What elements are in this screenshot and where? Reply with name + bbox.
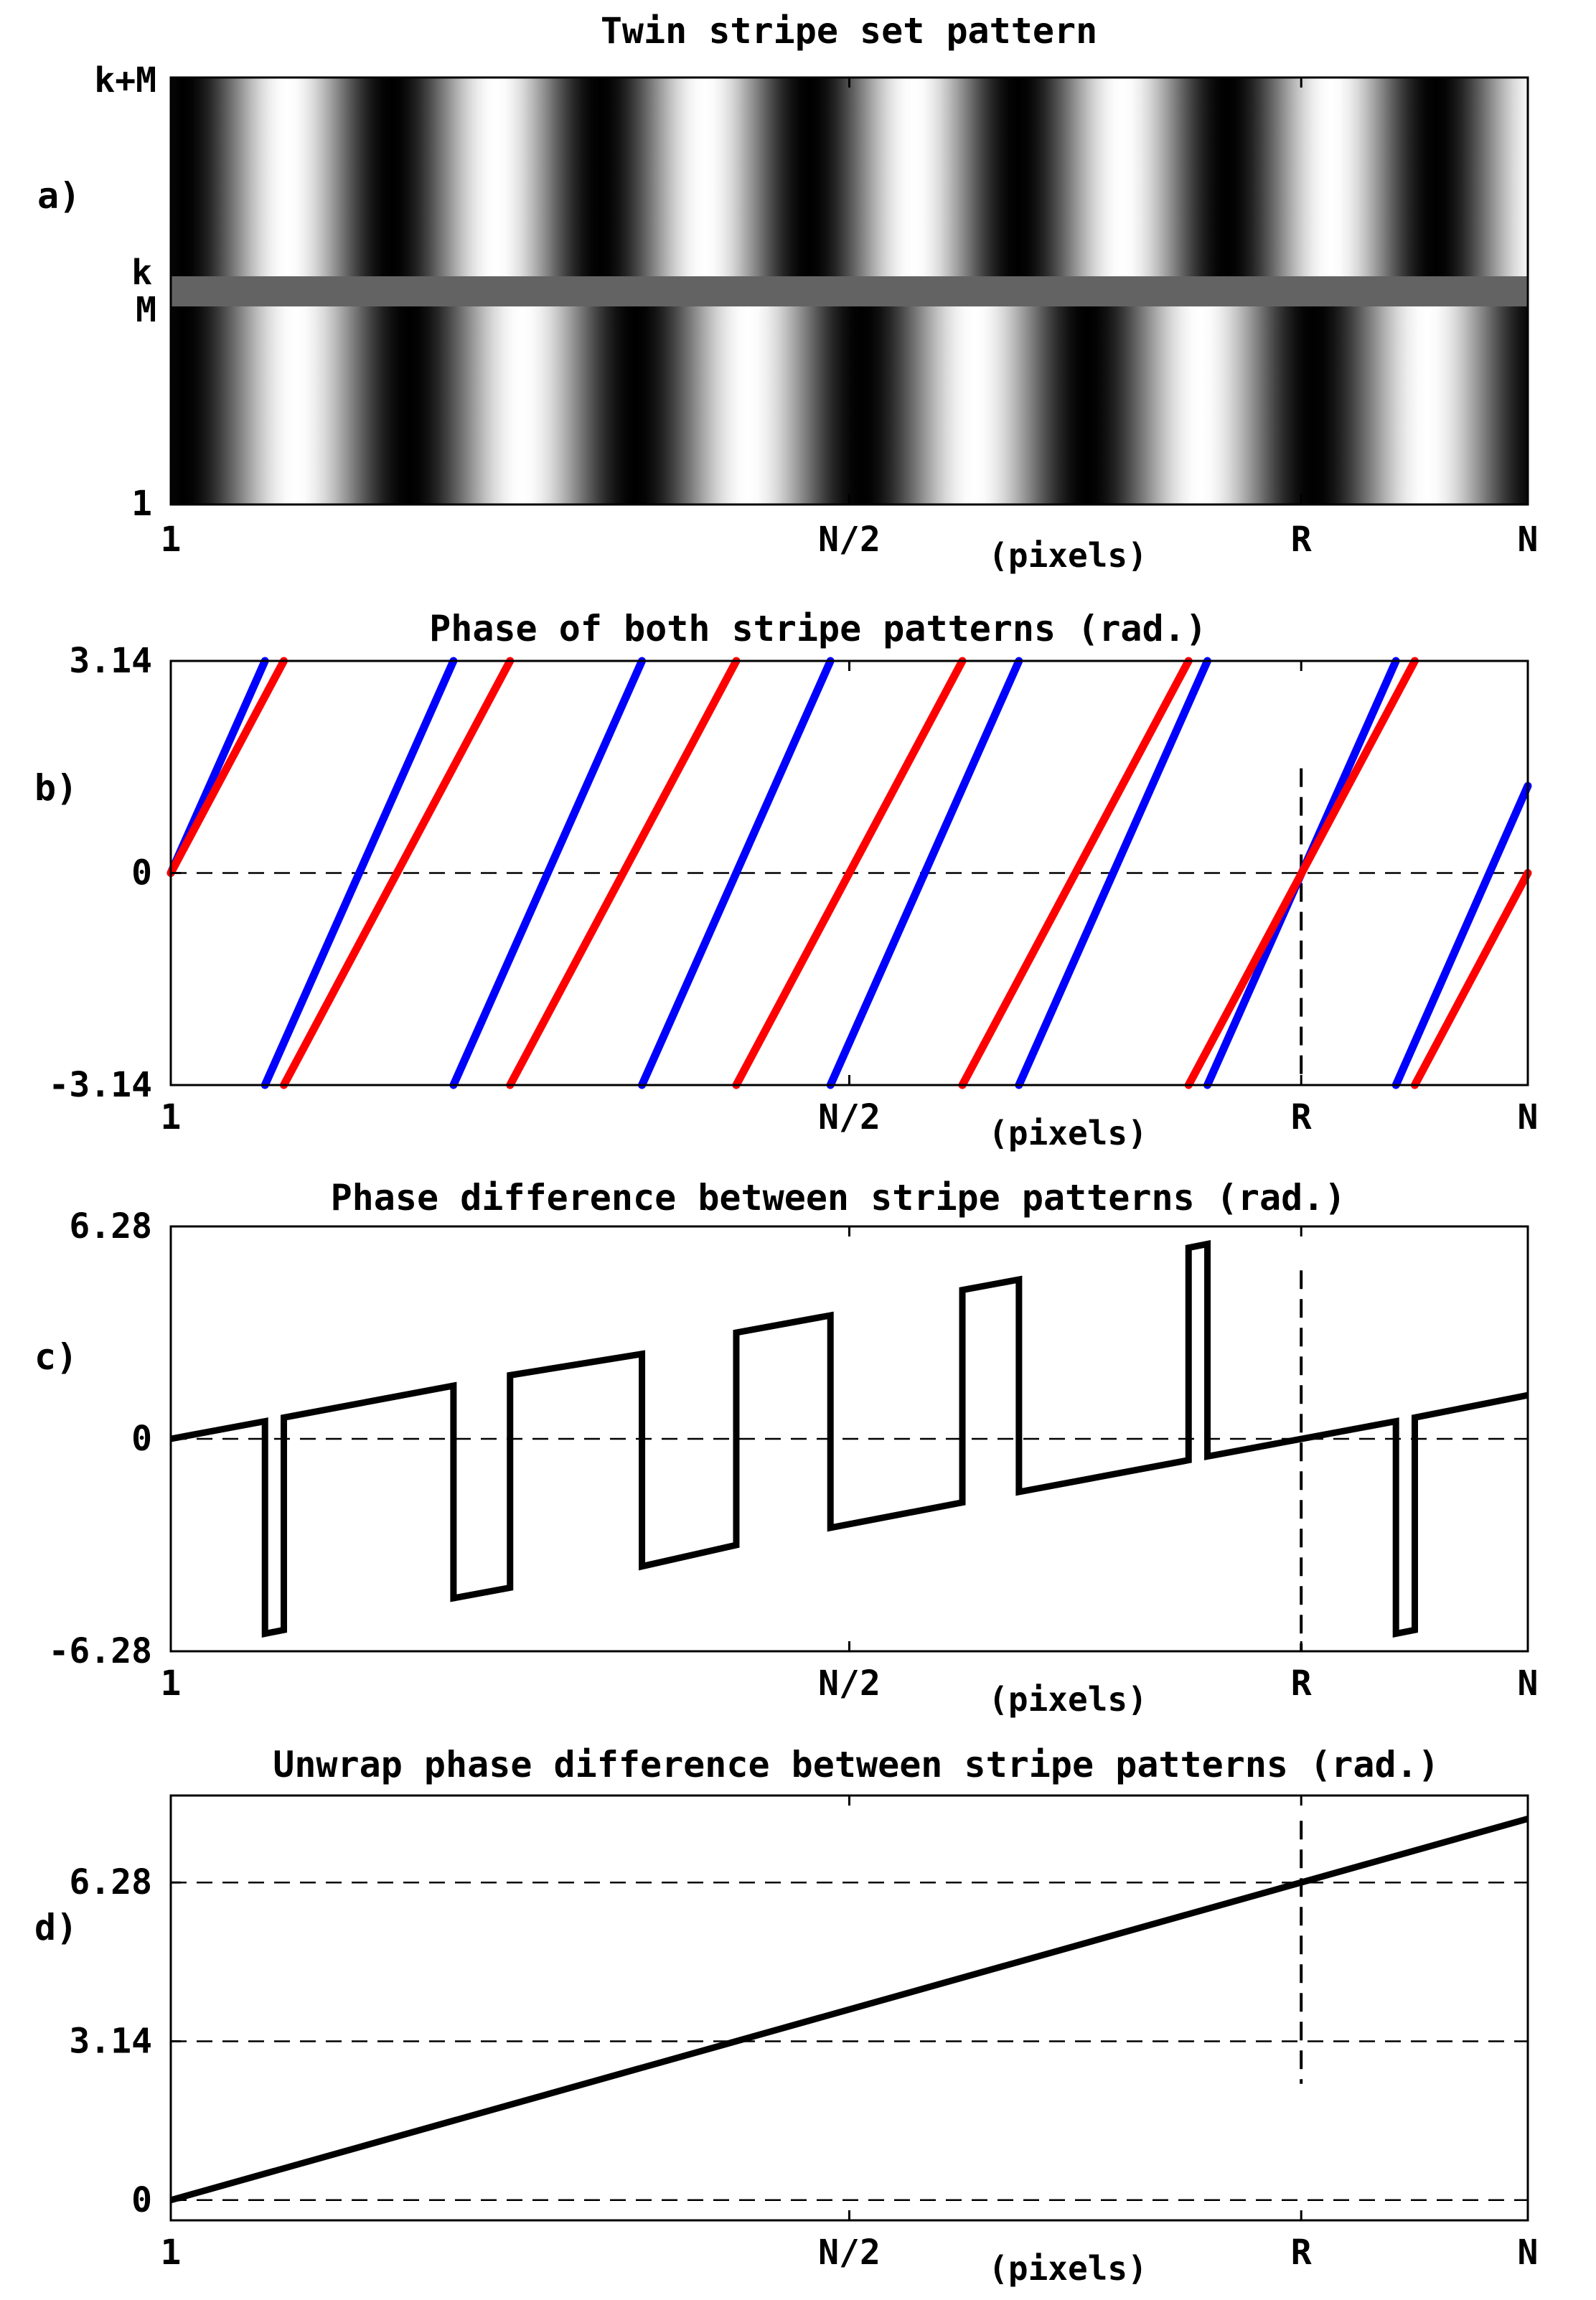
panel-c-yticks: 6.28 0 -6.28 — [49, 1206, 181, 1671]
panel-b-label: b) — [34, 767, 78, 809]
x-axis-unit: (pixels) — [988, 1680, 1147, 1719]
x-tick-label: 1 — [161, 520, 182, 560]
x-tick-label: N/2 — [818, 1097, 881, 1137]
panel-b-series — [166, 657, 1532, 1089]
blue-phase-ramp — [826, 657, 1023, 1089]
red-phase-ramp — [506, 657, 741, 1089]
x-tick-label: R — [1291, 1663, 1312, 1704]
y-tick-m: M — [136, 290, 156, 330]
panel-d-series — [169, 1816, 1529, 2204]
panel-d-label: d) — [34, 1907, 78, 1948]
panel-c-grid — [171, 1225, 1528, 1653]
x-tick-label: 1 — [161, 1663, 182, 1704]
panel-d-xticks: 1 N/2 R N (pixels) — [161, 1796, 1539, 2288]
panel-b-xticks: 1 N/2 R N (pixels) — [161, 661, 1539, 1153]
blue-phase-ramp — [1015, 657, 1212, 1089]
panel-c-title: Phase difference between stripe patterns… — [331, 1177, 1346, 1219]
separator-band — [171, 276, 1528, 306]
blue-phase-ramp — [1391, 781, 1532, 1089]
y-tick-label: 0 — [131, 2180, 152, 2220]
blue-phase-ramp — [260, 657, 458, 1089]
y-tick-label: 3.14 — [69, 641, 152, 681]
x-axis-unit: (pixels) — [988, 1114, 1147, 1153]
y-tick-label: 0 — [131, 853, 152, 893]
panel-d-title: Unwrap phase difference between stripe p… — [273, 1744, 1440, 1785]
y-tick-label: 0 — [131, 1419, 152, 1459]
lower-stripe-region — [171, 306, 1528, 504]
x-tick-label: N/2 — [818, 520, 881, 560]
panel-c-xticks: 1 N/2 R N (pixels) — [161, 1226, 1539, 1719]
red-phase-ramp — [280, 657, 515, 1089]
panel-a-xticks: 1 N/2 R N (pixels) — [161, 78, 1539, 575]
y-tick-label: 6.28 — [69, 1862, 152, 1902]
x-tick-label: N — [1518, 1097, 1539, 1137]
x-tick-label: R — [1291, 2233, 1312, 2273]
blue-phase-ramp — [638, 657, 835, 1089]
panel-d: Unwrap phase difference between stripe p… — [34, 1744, 1538, 2288]
x-tick-label: 1 — [161, 1097, 182, 1137]
x-axis-unit: (pixels) — [988, 536, 1147, 575]
red-phase-ramp — [732, 657, 967, 1089]
y-tick-label: -6.28 — [49, 1631, 153, 1671]
x-axis-unit: (pixels) — [988, 2249, 1147, 2288]
y-tick-label: 6.28 — [69, 1206, 152, 1247]
panel-a-title: Twin stripe set pattern — [601, 10, 1097, 52]
y-tick-1: 1 — [131, 484, 152, 524]
red-phase-ramp — [1410, 869, 1532, 1089]
phase-difference-line — [170, 1240, 1529, 1638]
red-phase-ramp — [958, 657, 1193, 1089]
panel-c-series — [170, 1240, 1529, 1638]
y-tick-label: -3.14 — [49, 1065, 153, 1105]
panel-b: Phase of both stripe patterns (rad.) b) … — [34, 608, 1538, 1153]
x-tick-label: 1 — [161, 2233, 182, 2273]
x-tick-label: R — [1291, 1097, 1312, 1137]
panel-a: Twin stripe set pattern a) k+M k M 1 1 N/… — [37, 10, 1538, 575]
x-tick-label: N/2 — [818, 2233, 881, 2273]
panel-b-title: Phase of both stripe patterns (rad.) — [429, 608, 1207, 649]
panel-c: Phase difference between stripe patterns… — [34, 1177, 1538, 1719]
y-tick-k-plus-m: k+M — [94, 60, 156, 100]
x-tick-label: N — [1518, 2233, 1539, 2273]
panel-b-yticks: 3.14 0 -3.14 — [49, 641, 181, 1105]
panel-c-label: c) — [34, 1336, 78, 1378]
panel-d-grid — [171, 1821, 1528, 2202]
x-tick-label: R — [1291, 520, 1312, 560]
x-tick-label: N — [1518, 520, 1539, 560]
x-tick-label: N/2 — [818, 1663, 881, 1704]
y-tick-label: 3.14 — [69, 2022, 152, 2062]
y-tick-k: k — [131, 253, 152, 293]
red-phase-ramp — [1184, 657, 1419, 1089]
upper-stripe-region — [171, 78, 1528, 276]
phase-difference-line — [169, 1816, 1529, 2204]
red-phase-ramp — [166, 657, 288, 877]
x-tick-label: N — [1518, 1663, 1539, 1704]
panel-d-yticks: 6.28 3.14 0 — [69, 1862, 181, 2220]
panel-a-label: a) — [37, 175, 80, 217]
blue-phase-ramp — [449, 657, 647, 1089]
